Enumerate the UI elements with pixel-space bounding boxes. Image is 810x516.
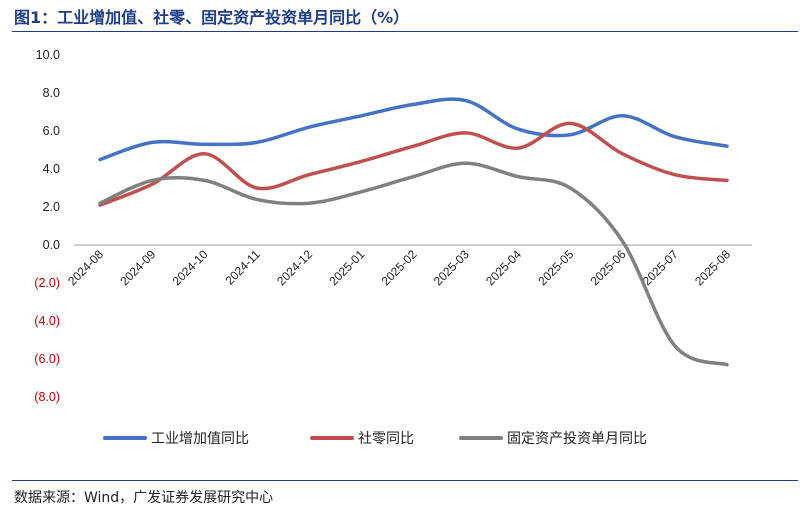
fixed-asset-investment-line [98, 161, 729, 367]
axis-layer: 10.0 8.0 6.0 4.0 2.0 0.0 (2.0) (4.0) (6.0) (8.0) 2… [34, 48, 752, 404]
line-chart: 10.0 8.0 6.0 4.0 2.0 0.0 (2.0) (4.0) (6.0) (8.0) 2… [34, 48, 752, 447]
legend-label: 工业增加值同比 [151, 431, 249, 447]
x-tick-label: 2025-07 [640, 247, 681, 288]
y-tick-label: 10.0 [36, 48, 60, 62]
figure-title: 图1：工业增加值、社零、固定资产投资单月同比（%） [14, 8, 410, 27]
y-tick-label: (4.0) [34, 314, 60, 328]
source-note: 数据来源：Wind，广发证券发展研究中心 [14, 490, 274, 506]
x-tick-label: 2024-09 [117, 247, 158, 288]
x-tick-label: 2025-03 [431, 247, 472, 288]
retail-sales-line [98, 121, 729, 207]
x-tick-label: 2025-06 [588, 247, 629, 288]
title-rule [12, 31, 798, 32]
legend-label: 社零同比 [358, 431, 414, 447]
y-tick-label: (2.0) [34, 276, 60, 290]
x-tick-label: 2025-05 [535, 247, 576, 288]
legend-label: 固定资产投资单月同比 [507, 431, 647, 447]
y-tick-label: 4.0 [43, 162, 60, 176]
x-tick-label: 2025-01 [326, 247, 367, 288]
x-tick-label: 2025-04 [483, 247, 524, 288]
source-rule [12, 480, 798, 481]
x-tick-label: 2024-11 [222, 247, 263, 288]
y-tick-label: 0.0 [43, 238, 60, 252]
legend: 工业增加值同比 社零同比 固定资产投资单月同比 [103, 431, 647, 447]
industrial-value-added-line [98, 97, 729, 162]
x-tick-label: 2024-12 [274, 247, 315, 288]
y-tick-label: (6.0) [34, 352, 60, 366]
y-tick-label: 8.0 [43, 86, 60, 100]
y-tick-label: 2.0 [43, 200, 60, 214]
y-tick-label: 6.0 [43, 124, 60, 138]
x-tick-label: 2024-08 [65, 247, 106, 288]
y-tick-label: (8.0) [34, 390, 60, 404]
x-tick-label: 2025-02 [379, 247, 420, 288]
x-tick-label: 2025-08 [692, 247, 733, 288]
series-layer [98, 97, 729, 367]
x-tick-label: 2024-10 [170, 247, 211, 288]
